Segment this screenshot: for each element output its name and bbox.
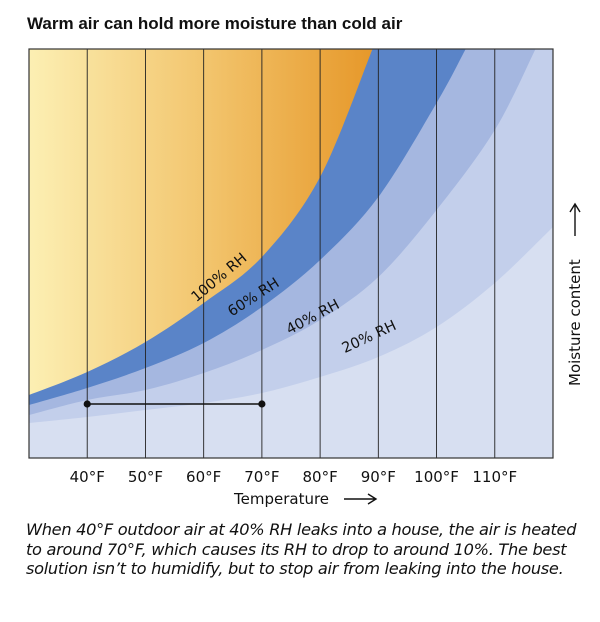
plot-border [28, 48, 554, 459]
heated-air-point [258, 400, 266, 408]
region-above-100-rh [29, 49, 373, 395]
plot-area [29, 49, 553, 458]
x-tick-labels: 40°F 50°F 60°F 70°F 80°F 90°F 100°F 110°F [70, 468, 518, 486]
caption: When 40°F outdoor air at 40% RH leaks in… [26, 520, 577, 578]
x-tick-label: 50°F [128, 468, 163, 486]
chart-title: Warm air can hold more moisture than col… [27, 14, 403, 33]
outdoor-air-point [83, 400, 91, 408]
x-axis-arrow-icon [344, 493, 378, 505]
x-tick-label: 70°F [244, 468, 279, 486]
x-tick-label: 90°F [361, 468, 396, 486]
x-tick-label: 80°F [303, 468, 338, 486]
y-axis-label: Moisture content [566, 259, 584, 386]
x-axis-label: Temperature [233, 490, 329, 508]
annotation-segment [83, 400, 266, 408]
x-tick-label: 40°F [70, 468, 105, 486]
y-axis-arrow-icon [569, 202, 581, 236]
x-tick-label: 100°F [414, 468, 459, 486]
grid-lines [86, 49, 496, 458]
x-tick-label: 60°F [186, 468, 221, 486]
x-tick-label: 110°F [472, 468, 517, 486]
